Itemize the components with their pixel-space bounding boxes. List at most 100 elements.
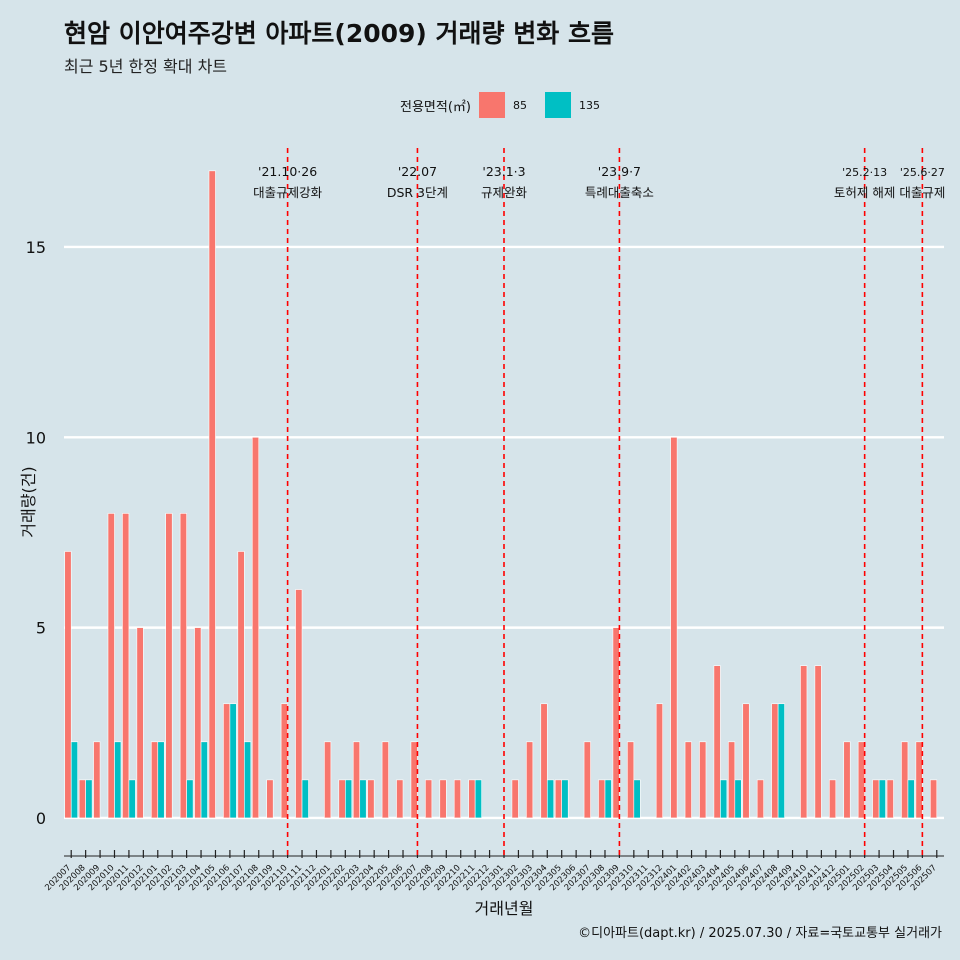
legend-label-85: 85 — [512, 98, 527, 112]
bar-135-202011 — [128, 779, 136, 819]
bar-85-202406 — [742, 703, 750, 819]
bar-135-202203 — [359, 779, 367, 819]
bar-135-202503 — [878, 779, 886, 819]
event-date-3: '23.9·7 — [598, 164, 641, 179]
event-label-3: 특례대출축소 — [585, 185, 654, 200]
bar-85-202502 — [857, 741, 865, 819]
bar-85-202312 — [655, 703, 663, 819]
bar-85-202110 — [280, 703, 288, 819]
bar-85-202404 — [713, 665, 721, 819]
bar-135-202308 — [604, 779, 612, 819]
bar-85-202012 — [136, 627, 144, 819]
bar-85-202309 — [612, 627, 620, 819]
bar-85-202310 — [627, 741, 635, 819]
bar-85-202009 — [93, 741, 101, 819]
bar-135-202106 — [229, 703, 237, 819]
y-axis-title: 거래량(건) — [19, 466, 38, 537]
bar-135-202505 — [907, 779, 915, 819]
bar-135-202101 — [157, 741, 165, 819]
bar-135-202103 — [186, 779, 194, 819]
bar-85-202211 — [468, 779, 476, 819]
bar-85-202307 — [583, 741, 591, 819]
bar-135-202111 — [301, 779, 309, 819]
bar-85-202101 — [150, 741, 159, 819]
bar-85-202303 — [526, 741, 534, 819]
legend-swatch-85 — [478, 92, 505, 118]
bar-135-202408 — [777, 703, 785, 819]
bar-85-202102 — [165, 513, 173, 819]
event-date-1: '22.07 — [398, 164, 437, 179]
event-label-4: 토허제 해제 — [834, 185, 895, 200]
bar-85-202507 — [929, 779, 938, 819]
bar-85-202107 — [237, 551, 245, 819]
bar-135-202405 — [734, 779, 742, 819]
event-label-2: 규제완화 — [481, 185, 528, 200]
bar-85-202104 — [194, 627, 202, 819]
bar-135-202305 — [561, 779, 569, 819]
bar-85-202305 — [554, 779, 563, 819]
bar-85-202103 — [179, 513, 187, 819]
bar-85-202501 — [843, 741, 851, 819]
y-tick-label-10: 10 — [26, 428, 46, 447]
caption: ©디아파트(dapt.kr) / 2025.07.30 / 자료=국토교통부 실… — [578, 926, 942, 941]
bar-85-202304 — [540, 703, 548, 819]
bar-85-202401 — [670, 436, 678, 819]
chart-subtitle: 최근 5년 한정 확대 차트 — [64, 57, 228, 76]
bar-85-202403 — [699, 741, 707, 819]
event-label-0: 대출규제강화 — [253, 185, 323, 200]
bar-85-202503 — [872, 779, 880, 819]
legend-swatch-135 — [544, 92, 571, 118]
bar-85-202411 — [814, 665, 822, 819]
bar-85-202402 — [684, 741, 692, 819]
bar-135-202107 — [244, 741, 252, 819]
bar-85-202408 — [771, 703, 779, 819]
bar-135-202211 — [474, 779, 482, 819]
bar-135-202007 — [70, 741, 79, 819]
event-label-1: DSR 3단계 — [387, 185, 448, 200]
bar-85-202505 — [901, 741, 909, 819]
bar-85-202412 — [829, 779, 837, 819]
bar-85-202105 — [208, 170, 216, 819]
chart-title: 현암 이안여주강변 아파트(2009) 거래량 변화 흐름 — [64, 19, 614, 48]
bar-85-202308 — [598, 779, 606, 819]
bar-135-202310 — [633, 779, 641, 819]
bar-135-202202 — [345, 779, 353, 819]
event-date-0: '21.10·26 — [258, 164, 317, 179]
bar-85-202011 — [122, 513, 130, 819]
bar-85-202410 — [800, 665, 808, 819]
x-axis-title: 거래년월 — [475, 899, 534, 918]
event-date-2: '23.1·3 — [482, 164, 525, 179]
bar-135-202010 — [114, 741, 122, 819]
bar-85-202010 — [107, 513, 115, 819]
bar-85-202202 — [338, 779, 346, 819]
bar-85-202205 — [381, 741, 389, 819]
event-label-5: 대출규제 — [899, 185, 945, 200]
bar-85-202302 — [511, 779, 519, 819]
y-tick-label-15: 15 — [26, 238, 46, 257]
bar-85-202007 — [64, 551, 72, 819]
bar-85-202208 — [425, 779, 433, 819]
bar-135-202104 — [200, 741, 208, 819]
bar-85-202405 — [728, 741, 736, 819]
bar-85-202207 — [410, 741, 418, 819]
legend-title: 전용면적(㎡) — [400, 99, 471, 115]
y-tick-label-5: 5 — [36, 619, 46, 638]
bar-85-202204 — [367, 779, 375, 819]
bar-135-202304 — [546, 779, 555, 819]
bar-85-202108 — [251, 436, 260, 819]
event-date-5: '25.6·27 — [900, 166, 945, 179]
event-date-4: '25.2·13 — [842, 166, 887, 179]
bar-85-202106 — [223, 703, 231, 819]
bar-85-202203 — [352, 741, 361, 819]
bar-85-202008 — [78, 779, 86, 819]
bar-85-202504 — [886, 779, 894, 819]
bar-85-202210 — [453, 779, 462, 819]
legend-label-135: 135 — [578, 98, 600, 112]
bar-85-202109 — [266, 779, 274, 819]
bar-135-202404 — [720, 779, 728, 819]
bar-85-202111 — [295, 589, 303, 819]
bar-85-202407 — [756, 779, 764, 819]
bar-85-202206 — [396, 779, 404, 819]
bar-85-202201 — [324, 741, 332, 819]
